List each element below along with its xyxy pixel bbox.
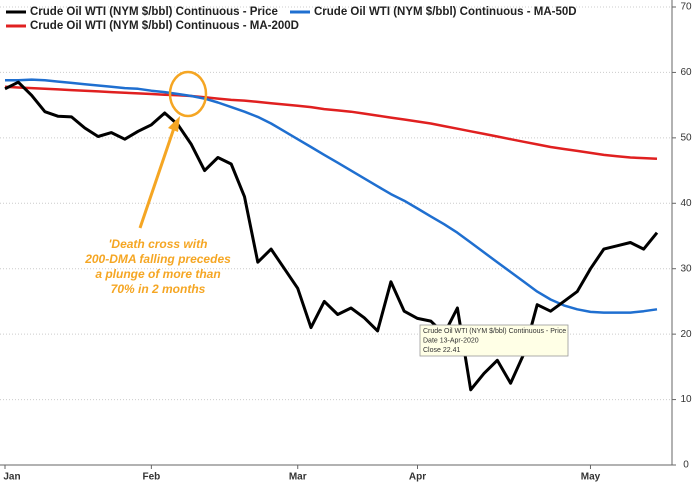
line-series — [4, 85, 658, 161]
legend-label: Crude Oil WTI (NYM $/bbl) Continuous - M… — [314, 6, 577, 18]
annotation: 70% in 2 months — [111, 282, 206, 296]
y-tick-label: 40 — [680, 198, 692, 209]
arrow-head — [168, 116, 180, 132]
highlight-circle — [168, 70, 208, 118]
y-tick-label: 50 — [680, 132, 692, 143]
tooltip-box — [419, 324, 569, 357]
y-tick-label: 70 — [680, 2, 692, 13]
tooltip-text: Date 13-Apr-2020 — [423, 337, 479, 344]
x-tick-label: Feb — [142, 472, 160, 483]
tooltip-text: Close 22.41 — [423, 347, 460, 354]
legend-label: Crude Oil WTI (NYM $/bbl) Continuous - P… — [30, 6, 278, 18]
x-tick-label: Jan — [3, 472, 20, 483]
y-tick-label: 30 — [680, 263, 692, 274]
x-tick-label: Apr — [409, 472, 426, 483]
y-tick-label: 10 — [680, 394, 692, 405]
arrow-shaft — [138, 127, 176, 229]
x-tick-label: Mar — [289, 472, 307, 483]
line-series — [5, 78, 658, 314]
annotation: a plunge of more than — [95, 267, 220, 281]
annotation: 'Death cross with — [109, 237, 208, 251]
legend-label: Crude Oil WTI (NYM $/bbl) Continuous - M… — [30, 20, 299, 32]
line-series — [4, 80, 659, 392]
tooltip-text: Crude Oil WTI (NYM $/bbl) Continuous - P… — [423, 328, 566, 335]
y-tick-label: 60 — [680, 67, 692, 78]
annotation: 200-DMA falling precedes — [84, 252, 231, 266]
y-tick-label: 0 — [683, 460, 689, 471]
y-tick-label: 20 — [680, 329, 692, 340]
x-tick-label: May — [581, 472, 601, 483]
